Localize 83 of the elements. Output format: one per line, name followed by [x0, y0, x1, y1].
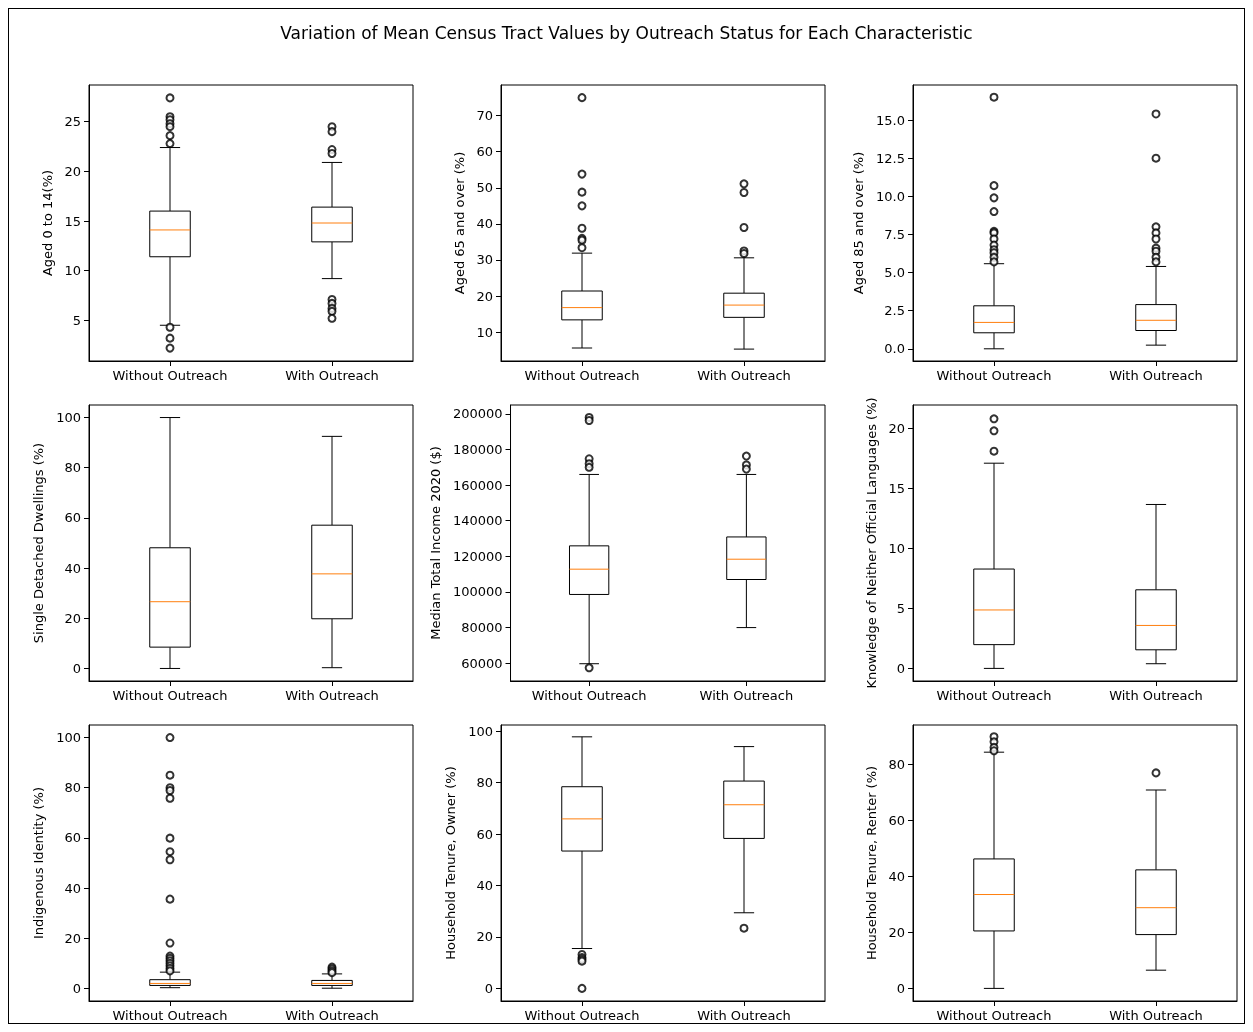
x-tick-label: Without Outreach — [112, 368, 228, 383]
y-tick-label: 40 — [476, 216, 493, 232]
y-axis-title: Aged 85 and over (%) — [851, 151, 867, 295]
x-tick-label: With Outreach — [1109, 688, 1203, 703]
y-tick-label: 10 — [64, 263, 81, 279]
y-tick-label: 40 — [64, 880, 81, 896]
x-tick-label: With Outreach — [697, 1008, 791, 1023]
y-tick-label: 40 — [888, 868, 905, 884]
x-tick-label: With Outreach — [1109, 368, 1203, 383]
x-tick-label: Without Outreach — [112, 688, 228, 703]
x-tick-label: With Outreach — [697, 368, 791, 383]
y-tick-label: 80000 — [461, 620, 503, 636]
y-tick-label: 10 — [888, 540, 905, 556]
y-tick-label: 20 — [64, 163, 81, 179]
y-tick-label: 180000 — [452, 442, 503, 458]
y-tick-label: 5 — [896, 600, 905, 616]
y-tick-label: 15 — [64, 213, 81, 229]
y-tick-label: 60 — [476, 826, 493, 842]
x-tick-label: With Outreach — [285, 368, 379, 383]
y-tick-label: 80 — [64, 780, 81, 796]
x-tick-label: Without Outreach — [524, 368, 640, 383]
y-tick-label: 80 — [476, 775, 493, 791]
y-tick-label: 5 — [72, 312, 81, 328]
y-tick-label: 20 — [64, 930, 81, 946]
y-tick-label: 0 — [72, 980, 81, 996]
y-tick-label: 30 — [476, 252, 493, 268]
y-tick-label: 25 — [64, 114, 81, 130]
y-tick-label: 40 — [64, 560, 81, 576]
y-tick-label: 100 — [56, 730, 81, 746]
y-tick-label: 10 — [476, 324, 493, 340]
y-tick-label: 20 — [888, 420, 905, 436]
y-tick-label: 120000 — [452, 548, 503, 564]
x-tick-label: With Outreach — [1109, 1008, 1203, 1023]
y-tick-label: 40 — [476, 878, 493, 894]
y-tick-label: 60 — [64, 510, 81, 526]
y-tick-label: 20 — [476, 929, 493, 945]
y-tick-label: 0 — [896, 980, 905, 996]
y-tick-label: 140000 — [452, 513, 503, 529]
y-tick-label: 12.5 — [876, 150, 905, 166]
y-tick-label: 60 — [64, 830, 81, 846]
y-tick-label: 70 — [476, 108, 493, 124]
x-tick-label: With Outreach — [285, 1008, 379, 1023]
y-tick-label: 60 — [888, 812, 905, 828]
y-tick-label: 20 — [476, 288, 493, 304]
y-axis-title: Median Total Income 2020 ($) — [428, 446, 443, 640]
y-tick-label: 0 — [484, 980, 493, 996]
y-axis-title: Household Tenure, Renter (%) — [863, 765, 879, 961]
y-tick-label: 100 — [468, 723, 493, 739]
y-tick-label: 80 — [888, 756, 905, 772]
x-tick-label: Without Outreach — [936, 688, 1052, 703]
x-tick-label: Without Outreach — [112, 1008, 228, 1023]
x-tick-label: With Outreach — [285, 688, 379, 703]
y-tick-label: 2.5 — [884, 303, 905, 319]
y-tick-label: 0 — [72, 660, 81, 676]
y-tick-label: 5.0 — [884, 265, 905, 281]
y-tick-label: 60000 — [461, 655, 503, 671]
x-tick-label: Without Outreach — [936, 1008, 1052, 1023]
y-tick-label: 50 — [476, 180, 493, 196]
x-tick-label: Without Outreach — [936, 368, 1052, 383]
x-tick-label: Without Outreach — [524, 1008, 640, 1023]
y-axis-title: Single Detached Dwellings (%) — [31, 442, 47, 644]
y-tick-label: 20 — [888, 924, 905, 940]
y-axis-title: Household Tenure, Owner (%) — [443, 766, 459, 960]
y-tick-label: 15.0 — [876, 112, 905, 128]
y-tick-label: 0.0 — [884, 341, 905, 357]
y-axis-title: Aged 65 and over (%) — [451, 151, 467, 295]
y-tick-label: 80 — [64, 460, 81, 476]
y-tick-label: 15 — [888, 480, 905, 496]
y-tick-label: 100 — [56, 410, 81, 426]
y-tick-label: 20 — [64, 610, 81, 626]
y-tick-label: 10.0 — [876, 188, 905, 204]
y-tick-label: 60 — [476, 144, 493, 160]
x-tick-label: With Outreach — [699, 688, 794, 703]
y-tick-label: 0 — [896, 660, 905, 676]
y-axis-title: Indigenous Identity (%) — [31, 787, 47, 939]
y-axis-title: Knowledge of Neither Official Languages (%) — [863, 397, 879, 689]
y-axis-title: Aged 0 to 14(%) — [39, 169, 55, 277]
text: Variation of Mean Census Tract Values by Outreach Status for Each Characteristic — [279, 23, 974, 43]
y-tick-label: 100000 — [452, 584, 503, 600]
y-tick-label: 160000 — [452, 477, 503, 493]
y-tick-label: 7.5 — [884, 226, 905, 242]
y-tick-label: 200000 — [452, 406, 503, 422]
x-tick-label: Without Outreach — [531, 688, 647, 703]
